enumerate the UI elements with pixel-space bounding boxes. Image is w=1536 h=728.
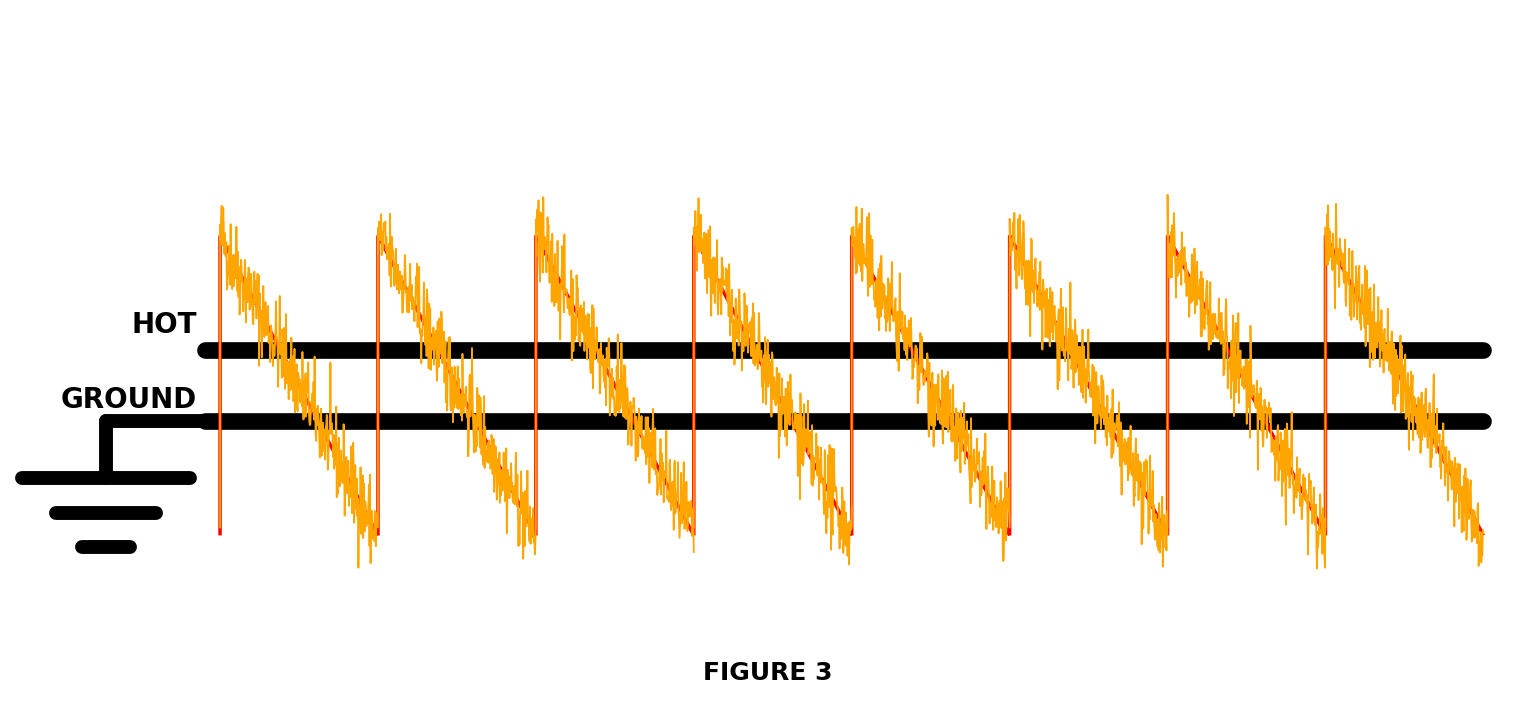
Text: HOT: HOT (132, 311, 197, 339)
Text: GROUND: GROUND (61, 386, 197, 414)
Text: FIGURE 3: FIGURE 3 (703, 661, 833, 685)
